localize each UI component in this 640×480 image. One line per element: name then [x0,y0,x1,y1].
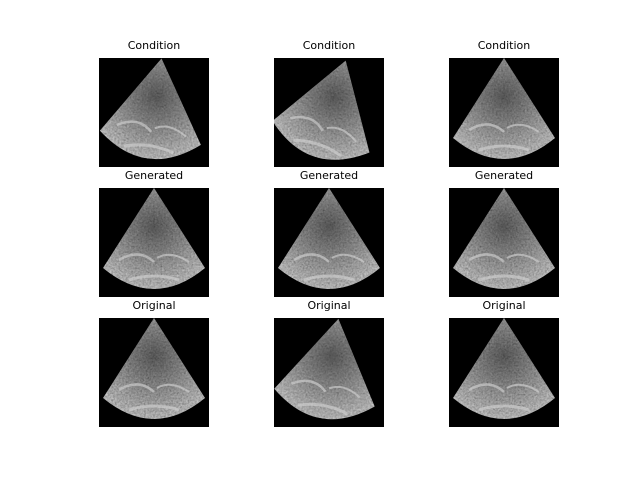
panel-title: Original [307,299,351,312]
panel-title: Condition [477,39,531,52]
ultrasound-image [274,58,384,167]
ultrasound-image [99,188,209,297]
ultrasound-image [449,318,559,427]
panel-title: Original [482,299,526,312]
panel-title: Generated [299,169,359,182]
ultrasound-image [449,188,559,297]
panel-title: Condition [127,39,181,52]
ultrasound-image [99,58,209,167]
panel-title: Condition [302,39,356,52]
panel-title: Original [132,299,176,312]
ultrasound-image [274,318,384,427]
panel-title: Generated [124,169,184,182]
ultrasound-image [99,318,209,427]
panel-title: Generated [474,169,534,182]
ultrasound-image [274,188,384,297]
ultrasound-image [449,58,559,167]
